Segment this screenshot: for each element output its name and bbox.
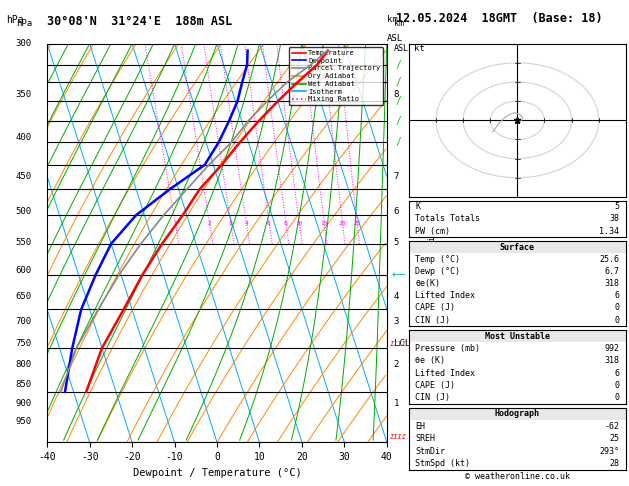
Text: θe(K): θe(K) [415, 279, 440, 288]
Text: kt: kt [415, 44, 425, 53]
Text: /: / [395, 96, 401, 106]
Text: km: km [387, 15, 398, 24]
Text: Temp (°C): Temp (°C) [415, 255, 460, 264]
Text: 750: 750 [16, 339, 32, 348]
Text: 0: 0 [615, 315, 620, 325]
Text: 12.05.2024  18GMT  (Base: 18): 12.05.2024 18GMT (Base: 18) [396, 12, 603, 25]
Text: 6: 6 [615, 291, 620, 300]
Text: 30°08'N  31°24'E  188m ASL: 30°08'N 31°24'E 188m ASL [47, 15, 233, 28]
Text: 2: 2 [208, 221, 211, 226]
Text: /: / [395, 77, 401, 87]
Text: 400: 400 [16, 134, 32, 142]
Bar [409, 241, 626, 253]
Text: 5: 5 [394, 238, 399, 247]
Text: Lifted Index: Lifted Index [415, 368, 476, 378]
Text: 300: 300 [16, 39, 32, 48]
Text: Totals Totals: Totals Totals [415, 214, 481, 224]
Text: Mixing Ratio (g/kg): Mixing Ratio (g/kg) [428, 199, 437, 287]
Text: 4: 4 [394, 293, 399, 301]
Text: 6.7: 6.7 [604, 267, 620, 276]
Text: Surface: Surface [500, 243, 535, 252]
Text: Dewp (°C): Dewp (°C) [415, 267, 460, 276]
Text: 20: 20 [338, 221, 346, 226]
Text: 25.6: 25.6 [599, 255, 620, 264]
Text: 3: 3 [394, 317, 399, 326]
Text: 28: 28 [610, 459, 620, 468]
Text: km: km [394, 19, 404, 28]
Text: 900: 900 [16, 399, 32, 408]
Text: 8: 8 [394, 90, 399, 99]
Text: ASL: ASL [387, 34, 403, 43]
Text: 600: 600 [16, 266, 32, 275]
Text: /: / [395, 137, 401, 147]
Text: 550: 550 [16, 238, 32, 247]
Text: /: / [395, 60, 401, 70]
Text: 800: 800 [16, 361, 32, 369]
Text: CIN (J): CIN (J) [415, 315, 450, 325]
Bar [409, 408, 626, 420]
Text: ASL: ASL [394, 44, 409, 53]
Text: Pressure (mb): Pressure (mb) [415, 344, 481, 353]
Text: 25: 25 [353, 221, 360, 226]
Text: 0: 0 [615, 393, 620, 402]
Text: 6: 6 [267, 221, 270, 226]
Text: -62: -62 [604, 422, 620, 431]
Text: SREH: SREH [415, 434, 435, 443]
Text: 2: 2 [394, 361, 399, 369]
Text: IIII: IIII [389, 434, 407, 440]
Text: θe (K): θe (K) [415, 356, 445, 365]
Text: StmSpd (kt): StmSpd (kt) [415, 459, 470, 468]
Text: Most Unstable: Most Unstable [485, 331, 550, 341]
Text: 350: 350 [16, 90, 32, 99]
Text: © weatheronline.co.uk: © weatheronline.co.uk [465, 472, 570, 481]
Text: 500: 500 [16, 207, 32, 215]
Text: 992: 992 [604, 344, 620, 353]
Text: 700: 700 [16, 317, 32, 326]
Text: 3: 3 [228, 221, 232, 226]
Text: 0: 0 [615, 303, 620, 312]
Text: 293°: 293° [599, 447, 620, 456]
Text: 6: 6 [394, 207, 399, 215]
Text: 850: 850 [16, 381, 32, 389]
Bar [409, 330, 626, 342]
Text: hPa: hPa [6, 15, 24, 25]
Text: 7: 7 [394, 172, 399, 181]
Text: Hodograph: Hodograph [495, 410, 540, 418]
Text: CIN (J): CIN (J) [415, 393, 450, 402]
Text: 1.34: 1.34 [599, 226, 620, 236]
Text: 8: 8 [284, 221, 287, 226]
Text: 318: 318 [604, 279, 620, 288]
Text: EH: EH [415, 422, 425, 431]
Text: 25: 25 [610, 434, 620, 443]
Text: 10: 10 [295, 221, 303, 226]
Text: LCL: LCL [394, 339, 409, 348]
Text: 1: 1 [394, 399, 399, 408]
Text: CAPE (J): CAPE (J) [415, 381, 455, 390]
Text: 0: 0 [615, 381, 620, 390]
Text: hPa: hPa [16, 19, 32, 28]
X-axis label: Dewpoint / Temperature (°C): Dewpoint / Temperature (°C) [133, 468, 301, 478]
Legend: Temperature, Dewpoint, Parcel Trajectory, Dry Adiabat, Wet Adiabat, Isotherm, Mi: Temperature, Dewpoint, Parcel Trajectory… [289, 47, 383, 105]
Text: Lifted Index: Lifted Index [415, 291, 476, 300]
Text: 318: 318 [604, 356, 620, 365]
Text: ←─: ←─ [391, 270, 405, 280]
Text: 650: 650 [16, 293, 32, 301]
Text: K: K [415, 202, 420, 211]
Text: 450: 450 [16, 172, 32, 181]
Text: 4: 4 [244, 221, 248, 226]
Text: IIII: IIII [389, 341, 407, 347]
Text: PW (cm): PW (cm) [415, 226, 450, 236]
Text: 5: 5 [615, 202, 620, 211]
Text: 6: 6 [615, 368, 620, 378]
Text: /: / [395, 116, 401, 126]
Text: 15: 15 [320, 221, 328, 226]
Text: 38: 38 [610, 214, 620, 224]
Text: CAPE (J): CAPE (J) [415, 303, 455, 312]
Text: StmDir: StmDir [415, 447, 445, 456]
Text: 950: 950 [16, 417, 32, 426]
Text: 1: 1 [173, 221, 177, 226]
